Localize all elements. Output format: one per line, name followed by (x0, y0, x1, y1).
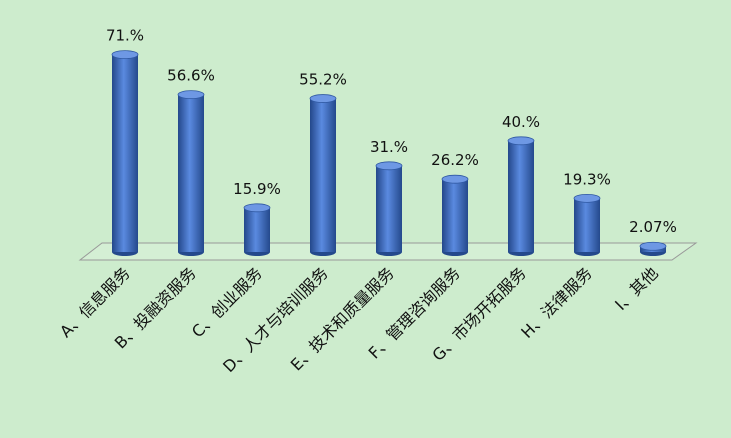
bar (574, 198, 600, 252)
bar-top (309, 94, 337, 103)
bar-top (441, 174, 469, 184)
data-label: 56.6% (167, 67, 215, 85)
bar (442, 179, 468, 252)
bar-top (639, 241, 667, 251)
data-label: 31.% (370, 138, 408, 156)
data-label: 40.% (502, 113, 540, 131)
bar (244, 207, 270, 252)
bar-top (111, 50, 139, 60)
bar-top (375, 161, 403, 171)
bar (508, 140, 534, 252)
bar-top (573, 193, 601, 203)
data-label: 71.% (106, 27, 144, 45)
data-label: 2.07% (629, 218, 677, 236)
bar (112, 54, 138, 253)
bar (310, 98, 336, 252)
data-label: 19.3% (563, 170, 611, 188)
data-label: 55.2% (299, 71, 347, 89)
data-label: 15.9% (233, 180, 281, 198)
bar-top (177, 90, 205, 100)
data-label: 26.2% (431, 151, 479, 169)
bar (376, 165, 402, 252)
bar-top (507, 136, 535, 146)
bar (178, 94, 204, 252)
bar-top (243, 203, 271, 213)
